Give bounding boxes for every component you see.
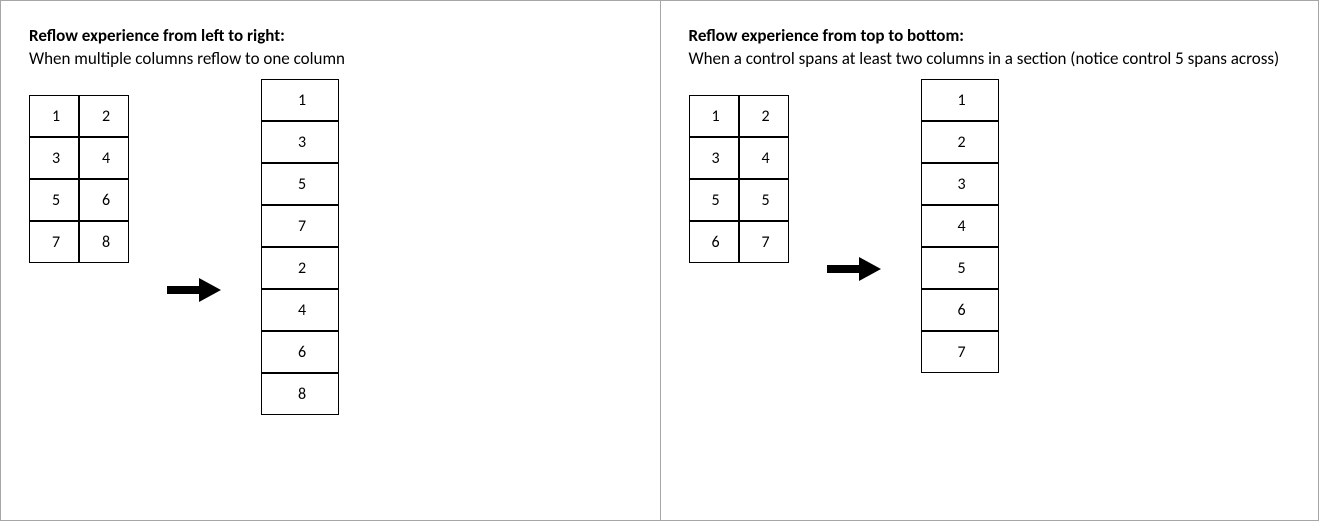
grid-cell: 3 xyxy=(689,137,739,179)
grid-cell: 4 xyxy=(261,289,339,331)
grid-cell: 3 xyxy=(29,137,79,179)
grid-cell: 6 xyxy=(261,331,339,373)
grid-cell: 7 xyxy=(739,221,789,263)
result-grid: 1 3 5 7 2 4 6 8 xyxy=(261,79,339,415)
grid-cell: 3 xyxy=(261,121,339,163)
grid-cell: 2 xyxy=(739,95,789,137)
grid-cell: 6 xyxy=(689,221,739,263)
grid-cell: 6 xyxy=(921,289,999,331)
panel-top-to-bottom: Reflow experience from top to bottom: Wh… xyxy=(660,1,1319,520)
grid-cell: 5 xyxy=(29,179,79,221)
arrow-right-icon xyxy=(825,254,885,284)
grid-cell: 1 xyxy=(921,79,999,121)
grid-cell: 1 xyxy=(29,95,79,137)
grid-cell: 7 xyxy=(261,205,339,247)
panel-left-to-right: Reflow experience from left to right: Wh… xyxy=(1,1,660,520)
grid-cell: 4 xyxy=(921,205,999,247)
grid-cell: 4 xyxy=(79,137,129,179)
panel-subtitle: When a control spans at least two column… xyxy=(689,48,1291,69)
panel-subtitle: When multiple columns reflow to one colu… xyxy=(29,48,632,69)
grid-cell: 2 xyxy=(261,247,339,289)
grid-cell: 5 xyxy=(739,179,789,221)
result-grid: 1 2 3 4 5 6 7 xyxy=(921,79,999,373)
grid-cell: 7 xyxy=(921,331,999,373)
panel-title: Reflow experience from left to right: xyxy=(29,25,632,46)
grid-cell: 8 xyxy=(261,373,339,415)
grid-cell: 2 xyxy=(921,121,999,163)
grid-cell: 3 xyxy=(921,163,999,205)
grid-cell: 7 xyxy=(29,221,79,263)
arrow-right-icon xyxy=(165,275,225,305)
panel-content-row: 1 2 3 4 5 5 6 7 1 2 3 4 5 xyxy=(689,95,1291,373)
grid-cell: 2 xyxy=(79,95,129,137)
grid-cell: 4 xyxy=(739,137,789,179)
source-grid: 1 2 3 4 5 5 6 7 xyxy=(689,95,789,263)
diagram-container: Reflow experience from left to right: Wh… xyxy=(0,0,1319,521)
grid-cell: 5 xyxy=(921,247,999,289)
grid-cell: 1 xyxy=(689,95,739,137)
grid-cell: 5 xyxy=(689,179,739,221)
grid-cell: 1 xyxy=(261,79,339,121)
panel-content-row: 1 2 3 4 5 6 7 8 1 3 5 7 2 xyxy=(29,95,632,415)
grid-cell: 6 xyxy=(79,179,129,221)
panel-title: Reflow experience from top to bottom: xyxy=(689,25,1291,46)
grid-cell: 5 xyxy=(261,163,339,205)
source-grid: 1 2 3 4 5 6 7 8 xyxy=(29,95,129,263)
grid-cell: 8 xyxy=(79,221,129,263)
